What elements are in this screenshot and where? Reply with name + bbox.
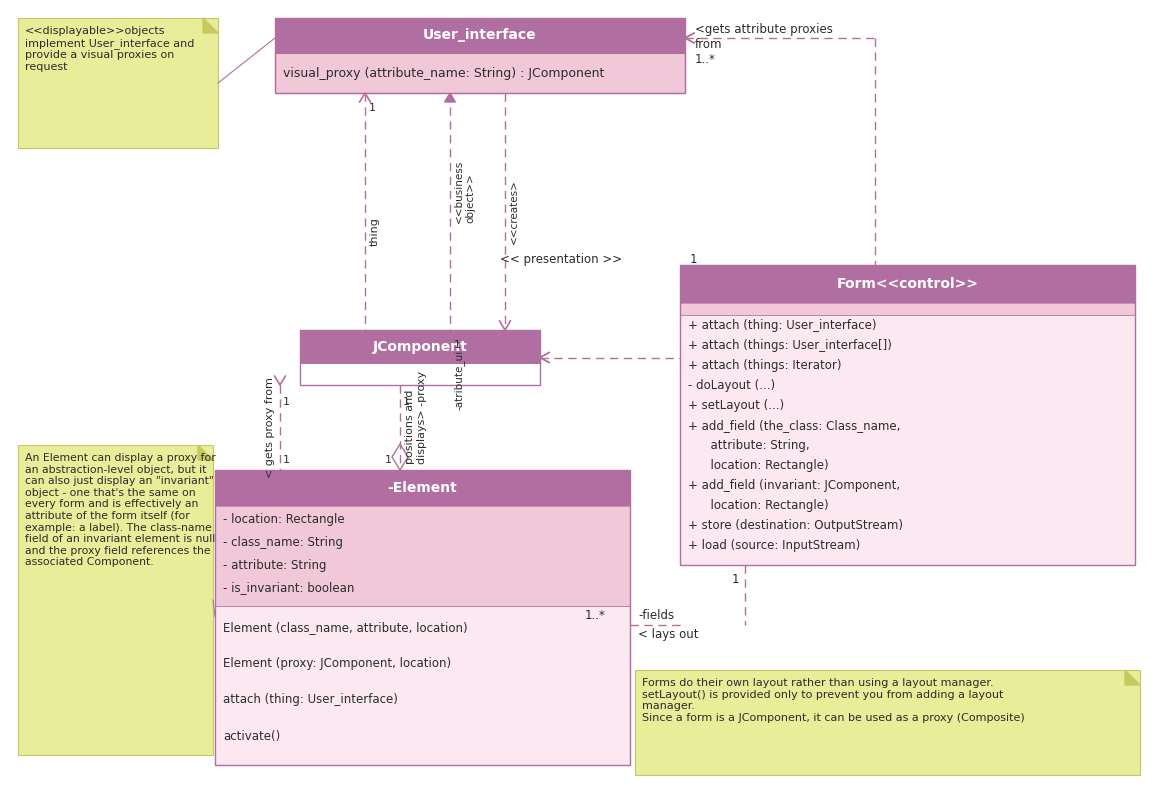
Text: visual_proxy (attribute_name: String) : JComponent: visual_proxy (attribute_name: String) : … <box>283 67 604 79</box>
Text: < lays out: < lays out <box>638 628 698 641</box>
Polygon shape <box>444 93 456 102</box>
Text: + attach (things: Iterator): + attach (things: Iterator) <box>688 359 841 373</box>
FancyBboxPatch shape <box>275 18 686 53</box>
FancyBboxPatch shape <box>19 18 218 148</box>
Text: 1: 1 <box>690 253 697 266</box>
Text: + attach (things: User_interface[]): + attach (things: User_interface[]) <box>688 340 892 352</box>
Text: - attribute: String: - attribute: String <box>223 559 326 571</box>
Polygon shape <box>1125 670 1140 685</box>
Text: 1..*: 1..* <box>695 53 716 66</box>
FancyBboxPatch shape <box>215 606 630 765</box>
Text: - doLayout (...): - doLayout (...) <box>688 380 775 392</box>
Text: + store (destination: OutputStream): + store (destination: OutputStream) <box>688 520 902 532</box>
Text: location: Rectangle): location: Rectangle) <box>688 460 828 472</box>
Text: << presentation >>: << presentation >> <box>500 253 622 266</box>
Text: attach (thing: User_interface): attach (thing: User_interface) <box>223 693 398 707</box>
FancyBboxPatch shape <box>680 303 1134 315</box>
Text: 1: 1 <box>369 103 376 113</box>
Text: - is_invariant: boolean: - is_invariant: boolean <box>223 582 354 594</box>
Text: Forms do their own layout rather than using a layout manager.
setLayout() is pro: Forms do their own layout rather than us… <box>641 678 1024 723</box>
Text: activate(): activate() <box>223 729 281 743</box>
Text: + attach (thing: User_interface): + attach (thing: User_interface) <box>688 319 877 332</box>
Text: -Element: -Element <box>387 481 457 495</box>
Text: location: Rectangle): location: Rectangle) <box>688 499 828 512</box>
Text: + add_field (the_class: Class_name,: + add_field (the_class: Class_name, <box>688 420 900 432</box>
Text: <gets attribute proxies
from: <gets attribute proxies from <box>695 23 833 51</box>
FancyBboxPatch shape <box>215 470 630 506</box>
Text: <<creates>: <<creates> <box>509 179 519 244</box>
Text: thing: thing <box>370 217 380 246</box>
Text: - class_name: String: - class_name: String <box>223 536 343 549</box>
Text: + load (source: InputStream): + load (source: InputStream) <box>688 539 861 553</box>
Polygon shape <box>203 18 218 33</box>
Text: User_interface: User_interface <box>423 28 537 42</box>
Text: -fields: -fields <box>638 609 674 622</box>
Text: Element (class_name, attribute, location): Element (class_name, attribute, location… <box>223 621 467 634</box>
Text: + add_field (invariant: JComponent,: + add_field (invariant: JComponent, <box>688 479 900 493</box>
Text: -atribute_ui: -atribute_ui <box>454 350 465 410</box>
Text: 1: 1 <box>454 340 461 350</box>
FancyBboxPatch shape <box>680 315 1134 565</box>
Text: 1: 1 <box>283 397 290 407</box>
FancyBboxPatch shape <box>635 670 1140 775</box>
Text: + setLayout (...): + setLayout (...) <box>688 399 784 413</box>
FancyBboxPatch shape <box>19 445 213 755</box>
Text: Form<<control>>: Form<<control>> <box>836 277 978 291</box>
Text: attribute: String,: attribute: String, <box>688 439 810 453</box>
Text: positions and
displays> -proxy: positions and displays> -proxy <box>405 371 427 464</box>
FancyBboxPatch shape <box>275 53 686 93</box>
FancyBboxPatch shape <box>215 506 630 606</box>
FancyBboxPatch shape <box>680 265 1134 303</box>
Text: - location: Rectangle: - location: Rectangle <box>223 513 345 526</box>
Text: 1: 1 <box>403 397 409 407</box>
Text: Element (proxy: JComponent, location): Element (proxy: JComponent, location) <box>223 657 451 670</box>
Text: 1: 1 <box>283 455 290 465</box>
Text: An Element can display a proxy for
an abstraction-level object, but it
can also : An Element can display a proxy for an ab… <box>26 453 216 567</box>
Text: JComponent: JComponent <box>372 340 467 354</box>
Text: <<displayable>>objects
implement User_interface and
provide a visual proxies on
: <<displayable>>objects implement User_in… <box>26 26 195 72</box>
Text: 1: 1 <box>731 573 739 586</box>
Text: <<business
object>>: <<business object>> <box>454 160 476 223</box>
Text: 1..*: 1..* <box>585 609 606 622</box>
Text: 1: 1 <box>385 455 392 465</box>
Text: < gets proxy from: < gets proxy from <box>264 377 275 478</box>
FancyBboxPatch shape <box>300 330 541 364</box>
Polygon shape <box>198 445 213 460</box>
